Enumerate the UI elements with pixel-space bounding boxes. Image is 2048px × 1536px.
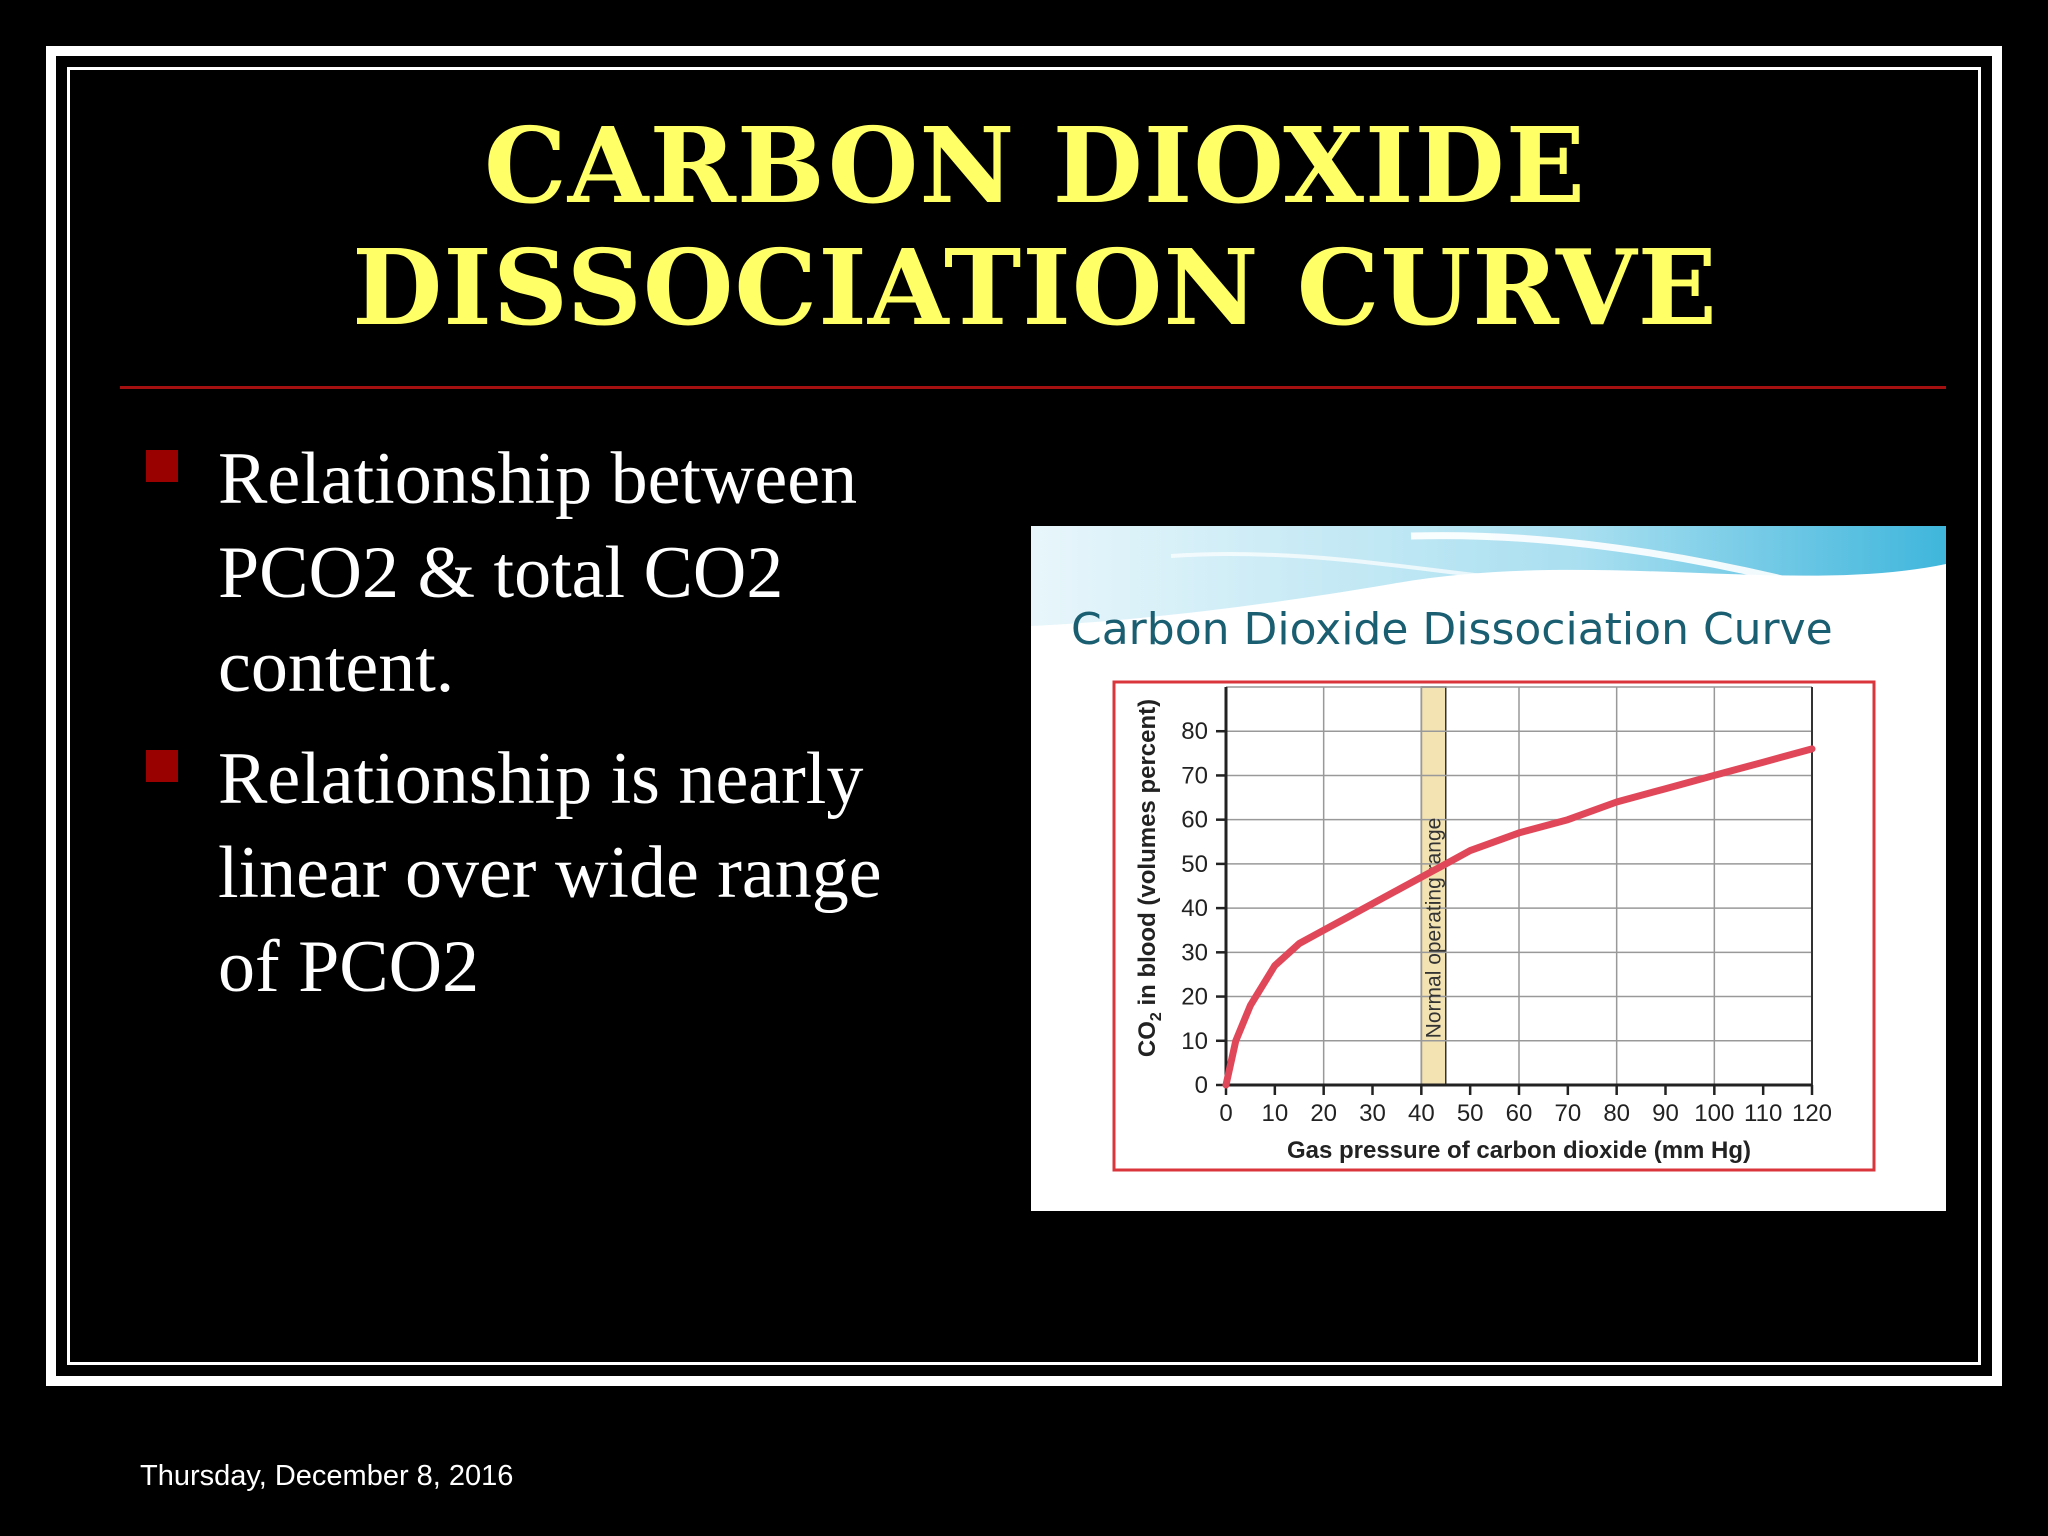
x-tick-label: 60 — [1506, 1100, 1533, 1127]
x-tick-label: 0 — [1219, 1100, 1232, 1127]
y-tick-label: 60 — [1181, 807, 1208, 834]
x-tick-label: 10 — [1261, 1100, 1288, 1127]
chart-title: Carbon Dioxide Dissociation Curve — [1071, 604, 1833, 655]
bullet-item: Relationship between PCO2 & total CO2 co… — [140, 432, 1040, 714]
title-divider — [120, 386, 1946, 389]
chart-border — [1112, 680, 1876, 1172]
x-tick-label: 100 — [1694, 1100, 1734, 1127]
bullet-item: Relationship is nearly linear over wide … — [140, 732, 1040, 1014]
bullet-line: PCO2 & total CO2 — [218, 532, 784, 614]
x-tick-label: 120 — [1792, 1100, 1832, 1127]
bullet-line: Relationship is nearly — [218, 738, 864, 820]
bullet-list: Relationship between PCO2 & total CO2 co… — [140, 432, 1040, 1032]
x-tick-label: 90 — [1652, 1100, 1679, 1127]
x-axis-label: Gas pressure of carbon dioxide (mm Hg) — [1287, 1137, 1751, 1164]
x-tick-label: 50 — [1457, 1100, 1484, 1127]
square-bullet-icon — [146, 450, 178, 482]
co2-dissociation-curve — [1222, 745, 1816, 1089]
x-tick-label: 30 — [1359, 1100, 1386, 1127]
chart-figure: Carbon Dioxide Dissociation Curve 0 10 20 3… — [1031, 526, 1946, 1211]
x-tick-label: 40 — [1408, 1100, 1435, 1127]
y-axis-label: CO2 in blood (volumes percent) — [1134, 699, 1165, 1057]
square-bullet-icon — [146, 750, 178, 782]
y-tick-label: 70 — [1181, 762, 1208, 789]
slide-inner-frame — [67, 67, 1981, 1365]
footer-date: Thursday, December 8, 2016 — [140, 1460, 514, 1492]
bullet-line: of PCO2 — [218, 926, 480, 1008]
chart-svg: 0 10 20 30 40 50 60 70 80 90 100 110 120 0 10 20 30 40 50 6… — [1112, 680, 1876, 1172]
y-tick-label: 10 — [1181, 1028, 1208, 1055]
y-tick-label: 80 — [1181, 718, 1208, 745]
bullet-line: content. — [218, 626, 455, 708]
y-tick-label: 30 — [1181, 939, 1208, 966]
slide-title-line-2: DISSOCIATION CURVE — [352, 226, 1718, 349]
x-tick-label: 70 — [1554, 1100, 1581, 1127]
y-tick-label: 20 — [1181, 984, 1208, 1011]
y-tick-label: 0 — [1195, 1072, 1208, 1099]
slide-title-line-1: CARBON DIOXIDE — [484, 104, 1586, 227]
y-tick-label: 50 — [1181, 851, 1208, 878]
y-tick-label: 40 — [1181, 895, 1208, 922]
x-tick-label: 80 — [1603, 1100, 1630, 1127]
x-tick-label: 20 — [1310, 1100, 1337, 1127]
slide-outer-frame — [46, 46, 2002, 1386]
slide-title: CARBON DIOXIDE DISSOCIATION CURVE — [120, 105, 1950, 349]
normal-range-label: Normal operating range — [1423, 818, 1446, 1039]
bullet-line: Relationship between — [218, 438, 858, 520]
wave-banner — [1031, 526, 1946, 626]
x-tick-label: 110 — [1744, 1100, 1782, 1127]
bullet-line: linear over wide range — [218, 832, 882, 914]
